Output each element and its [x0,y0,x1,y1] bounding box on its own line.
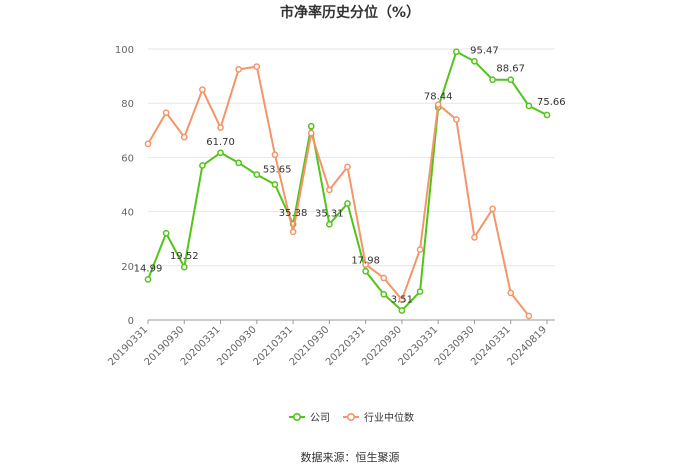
series-company-point [344,200,351,207]
series-company-point [253,171,261,178]
series-company-point [199,162,206,169]
series-layer [144,48,551,320]
legend-company-marker [292,412,301,421]
series-company-point [471,57,478,65]
series-company-line [147,50,548,312]
y-tick-label: 80 [121,99,134,110]
series-industry-point [271,151,279,159]
legend-industry-marker [346,412,355,421]
series-industry-line [147,65,530,317]
series-company-point [271,181,279,188]
data-label: 61.70 [206,137,235,148]
legend-item-industry[interactable]: 行业中位数 [343,411,414,424]
data-label: 35.38 [279,208,308,219]
axis-layer: 0204060801002019033120190930202003312020… [106,45,555,368]
series-industry-point [144,140,152,148]
series-industry-point [289,228,297,236]
series-industry-point [362,261,369,268]
series-industry-point [452,116,460,123]
series-company-point [543,111,551,119]
data-label: 17.98 [351,255,380,266]
legend: 公司 行业中位数 [289,411,414,424]
series-industry-point [507,289,515,297]
series-company-point [144,276,152,283]
series-industry-point [416,246,424,253]
series-industry-point [380,274,388,282]
y-tick-label: 20 [121,262,134,273]
series-company-point [217,149,224,157]
data-label: 19.52 [170,251,199,262]
annotation-layer: 14.99 19.52 61.70 53.65 35.38 35.31 17.98 3.51 7… [134,45,566,305]
data-label: 35.31 [315,208,344,219]
data-label: 3.51 [391,294,413,305]
data-source: 数据来源：恒生聚源 [301,450,400,464]
series-industry-point [434,101,442,108]
y-tick-label: 100 [115,45,134,56]
series-company-point [326,220,333,228]
series-industry-point [489,205,496,213]
legend-item-company[interactable]: 公司 [289,412,330,424]
series-company-point [162,229,170,237]
x-tick-label: 20240819 [505,324,549,368]
series-industry-point [235,65,243,73]
data-label: 95.47 [470,45,499,56]
series-company-point [180,263,188,271]
series-industry-point [344,163,351,171]
chart-title: 市净率历史分位（%） [280,4,420,21]
data-label: 53.65 [263,165,292,176]
series-industry-point [217,124,224,131]
series-industry-point [471,233,478,241]
series-company-point [489,76,496,84]
y-tick-label: 40 [121,208,134,219]
series-company-point [307,122,315,130]
series-industry-point [180,133,188,141]
series-company-point [235,159,243,167]
y-tick-label: 0 [128,316,134,327]
series-industry-point [525,312,533,320]
series-company-point [380,290,388,298]
series-industry-point [326,186,333,194]
data-label: 78.44 [424,91,453,102]
y-tick-label: 60 [121,153,134,164]
series-company-point [416,288,424,295]
series-industry-point [398,296,406,304]
legend-industry-label: 行业中位数 [364,411,414,424]
series-company-point [452,48,460,56]
series-industry-point [162,109,170,117]
series-company-point [398,307,406,314]
data-label: 75.66 [537,97,566,108]
series-company-point [525,102,533,110]
legend-company-label: 公司 [310,413,330,424]
series-company-point [362,267,369,275]
series-industry-point [199,86,206,94]
data-label: 88.67 [496,64,525,75]
series-industry-point [253,63,261,70]
data-label: 14.99 [134,263,163,274]
series-company-point [507,76,515,84]
grid-layer [148,48,555,267]
series-industry-point [307,129,315,137]
